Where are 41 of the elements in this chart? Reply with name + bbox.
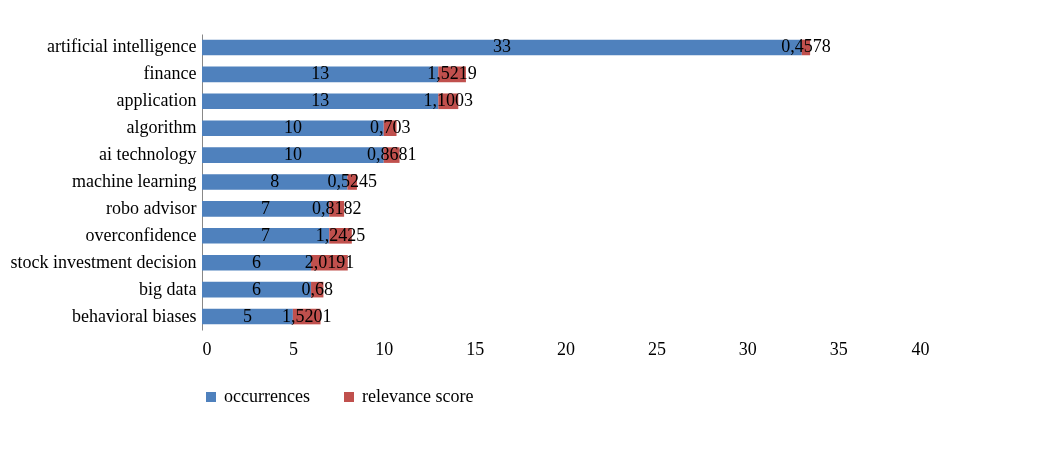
data-label: 7 xyxy=(261,197,271,218)
x-tick-label: 25 xyxy=(647,338,666,359)
x-tick-label: 30 xyxy=(738,338,757,359)
data-label: 5 xyxy=(242,305,252,326)
y-tick-label: algorithm xyxy=(126,117,197,138)
y-tick-label: big data xyxy=(139,278,197,299)
data-label: 6 xyxy=(252,278,262,299)
legend-label: occurrences xyxy=(224,386,310,406)
data-label: 10 xyxy=(283,144,302,165)
y-tick-label: overconfidence xyxy=(85,224,197,245)
x-tick-label: 35 xyxy=(829,338,848,359)
data-label: 1,1003 xyxy=(423,90,474,111)
y-tick-label: robo advisor xyxy=(106,197,197,218)
data-label: 0,8681 xyxy=(366,144,417,165)
data-label: 0,68 xyxy=(301,278,333,299)
y-tick-label: artificial intelligence xyxy=(47,36,197,57)
data-label: 1,2425 xyxy=(315,224,366,245)
legend-label: relevance score xyxy=(362,386,474,406)
y-tick-label: stock investment decision xyxy=(10,251,197,272)
x-tick-label: 0 xyxy=(202,338,212,359)
data-label: 6 xyxy=(252,251,262,272)
x-tick-label: 5 xyxy=(288,338,298,359)
y-tick-label: finance xyxy=(143,63,197,84)
x-tick-label: 40 xyxy=(911,338,930,359)
y-tick-label: machine learning xyxy=(72,171,197,191)
y-tick-label: ai technology xyxy=(99,144,197,165)
x-tick-label: 20 xyxy=(557,338,575,359)
data-label: 13 xyxy=(311,63,330,84)
data-label: 13 xyxy=(311,90,330,111)
data-label: 0,4578 xyxy=(781,36,831,57)
data-label: 0,703 xyxy=(369,117,411,138)
y-tick-label: application xyxy=(116,90,197,111)
data-label: 7 xyxy=(261,224,271,245)
x-tick-label: 15 xyxy=(466,338,485,359)
data-label: 0,8182 xyxy=(311,197,362,218)
x-tick-label: 10 xyxy=(375,338,394,359)
data-label: 33 xyxy=(492,36,511,57)
data-label: 10 xyxy=(283,117,302,138)
data-label: 0,5245 xyxy=(327,171,377,191)
y-tick-label: behavioral biases xyxy=(72,305,197,326)
data-label: 8 xyxy=(270,171,280,191)
